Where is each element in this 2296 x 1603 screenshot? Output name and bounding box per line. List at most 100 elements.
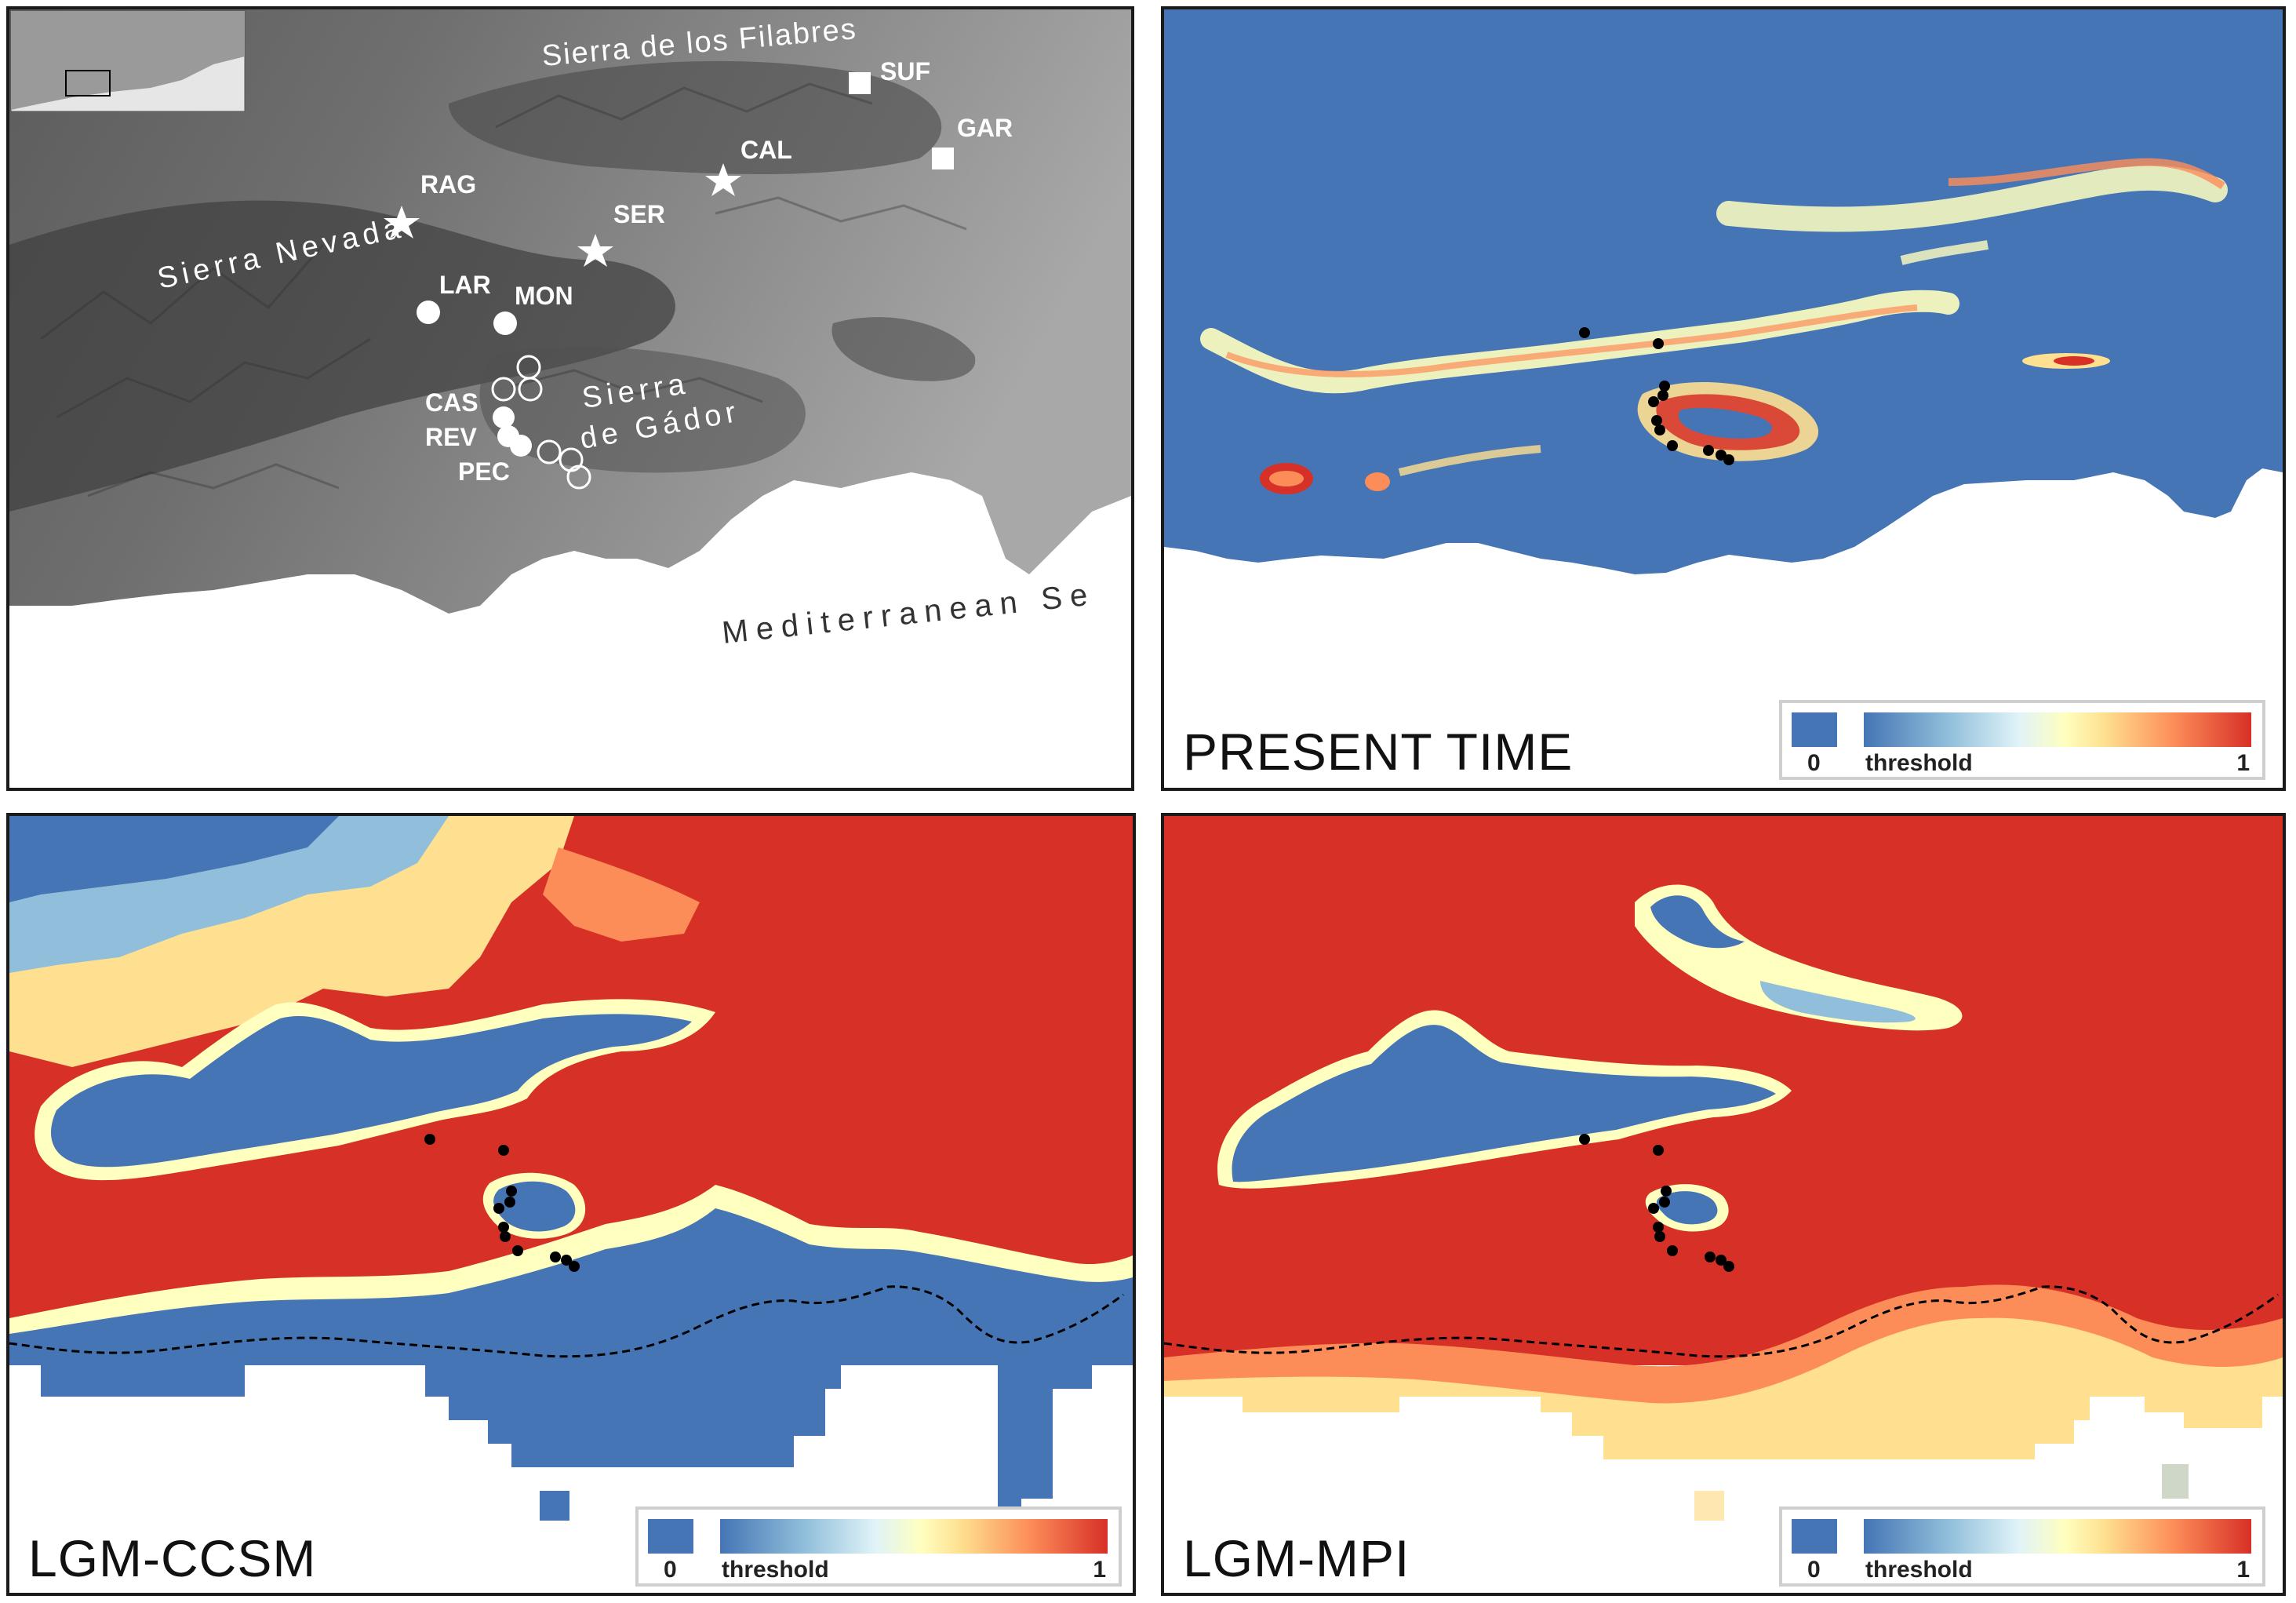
sample-point: [1651, 415, 1662, 426]
unsuitable-patch: [1650, 895, 1745, 949]
site-label-pec: PEC: [458, 457, 510, 486]
inset-land: [11, 11, 245, 110]
site-square-icon: [932, 148, 954, 169]
unsuitable-zone: [9, 816, 339, 902]
sample-point: [1648, 396, 1659, 407]
sample-point: [498, 1145, 509, 1156]
unsuitable-gador: [1656, 1191, 1718, 1225]
open-circle-icon: [518, 377, 543, 402]
sample-point: [1579, 1134, 1590, 1145]
legend-min-label: 0: [664, 1557, 677, 1583]
suitable-patch: [1398, 445, 1541, 476]
site-filled-circles: [417, 301, 532, 457]
sample-point: [1661, 1186, 1672, 1197]
gador-relief: [479, 347, 806, 473]
mpi-suitability-map: [1164, 816, 2283, 1593]
present-suitability-map: [1164, 9, 2283, 574]
sample-points: [1579, 1134, 1734, 1272]
panel-title: PRESENT TIME: [1183, 723, 1574, 781]
suitable-core-nevada: [1225, 304, 1918, 377]
sample-point: [1648, 1203, 1659, 1214]
terrain-map: Sierra de los Filabres Sierra Nevada Sie…: [9, 9, 1131, 650]
star-icon: [705, 163, 741, 196]
sample-point: [1667, 440, 1678, 451]
suitable-zone: [574, 816, 1133, 934]
sample-point: [1579, 327, 1590, 338]
panel-title: LGM-CCSM: [28, 1529, 317, 1587]
sample-point: [424, 1134, 435, 1145]
sample-point: [1653, 338, 1664, 349]
legend-gradient: [1864, 1519, 2251, 1554]
transition-zone: [543, 847, 700, 942]
legend-zero-swatch: [1792, 712, 1837, 747]
open-circle-icon: [537, 439, 562, 465]
ccsm-suitability-map: [9, 816, 1133, 1593]
site-star-icons: [384, 163, 741, 267]
sample-point: [1653, 1222, 1664, 1233]
sample-point: [1659, 1197, 1670, 1208]
sample-point: [1667, 1245, 1678, 1256]
label-mediterranean-sea: Mediterranean Se: [720, 577, 1097, 650]
lgm-mpi-panel: LGM-MPI 0 threshold 1: [1161, 813, 2286, 1596]
legend-zero-swatch: [648, 1519, 693, 1554]
present-time-panel: PRESENT TIME 0 threshold 1: [1161, 6, 2286, 791]
legend-min-label: 0: [1807, 750, 1821, 776]
legend: 0 threshold 1: [635, 1506, 1122, 1587]
site-label-rev: REV: [425, 423, 477, 451]
transition-patch: [2162, 1464, 2189, 1499]
filabres-relief: [449, 60, 942, 174]
legend-threshold-label: threshold: [722, 1557, 829, 1583]
suitability-background: [1164, 9, 2283, 574]
site-label-mon: MON: [515, 282, 573, 310]
relief-patch: [831, 317, 976, 381]
circle-icon: [417, 301, 440, 324]
transition-rim: [1635, 884, 1963, 1031]
transition-patch: [1760, 981, 1916, 1023]
unsuitable-lobe: [1232, 1025, 1776, 1182]
sample-point: [498, 1222, 509, 1233]
star-icon: [577, 234, 613, 267]
sample-point: [1654, 1231, 1665, 1242]
suitable-core-filabres: [1948, 158, 2225, 190]
site-label-ser: SER: [613, 200, 665, 228]
suitable-patch: [1900, 240, 1989, 265]
sample-point: [561, 1255, 572, 1266]
sample-point: [550, 1251, 561, 1262]
terrain-map-panel: Sierra de los Filabres Sierra Nevada Sie…: [6, 6, 1134, 791]
legend-threshold-label: threshold: [1865, 1557, 1973, 1583]
site-label-cal: CAL: [740, 136, 792, 164]
present-coastline: [9, 1285, 1124, 1358]
unsuitable-gador-center: [1678, 408, 1772, 439]
sierra-nevada-relief: [9, 200, 675, 512]
sample-point: [1716, 1255, 1727, 1266]
inset-locator-box: [65, 70, 111, 97]
sample-point: [500, 1231, 511, 1242]
sample-point: [493, 1203, 504, 1214]
sample-point: [506, 1186, 517, 1197]
legend-max-label: 1: [2236, 1557, 2250, 1583]
sample-point: [1723, 454, 1734, 465]
sample-point: [1659, 381, 1670, 392]
unsuitable-lobe: [50, 1014, 692, 1168]
site-label-suf: SUF: [880, 57, 930, 86]
site-label-lar: LAR: [439, 271, 491, 299]
open-circle-icon: [491, 377, 516, 402]
legend-threshold-label: threshold: [1865, 750, 1973, 776]
unsuitable-patch: [540, 1491, 569, 1521]
site-label-cas: CAS: [425, 388, 478, 417]
circle-icon: [493, 406, 515, 428]
suitable-band-filabres: [1716, 165, 2228, 232]
legend-zero-swatch: [1792, 1519, 1837, 1554]
circle-icon: [493, 311, 517, 335]
legend: 0 threshold 1: [1779, 700, 2265, 780]
sample-point: [1723, 1261, 1734, 1272]
present-coastline: [1164, 1285, 2279, 1358]
site-label-rag: RAG: [420, 170, 476, 199]
suitable-patch: [1269, 471, 1304, 486]
sample-point: [504, 1197, 515, 1208]
suitable-patch: [1365, 472, 1390, 491]
sample-points: [424, 1134, 580, 1272]
sample-point: [569, 1261, 580, 1272]
legend-min-label: 0: [1807, 1557, 1821, 1583]
sample-point: [1703, 445, 1714, 456]
